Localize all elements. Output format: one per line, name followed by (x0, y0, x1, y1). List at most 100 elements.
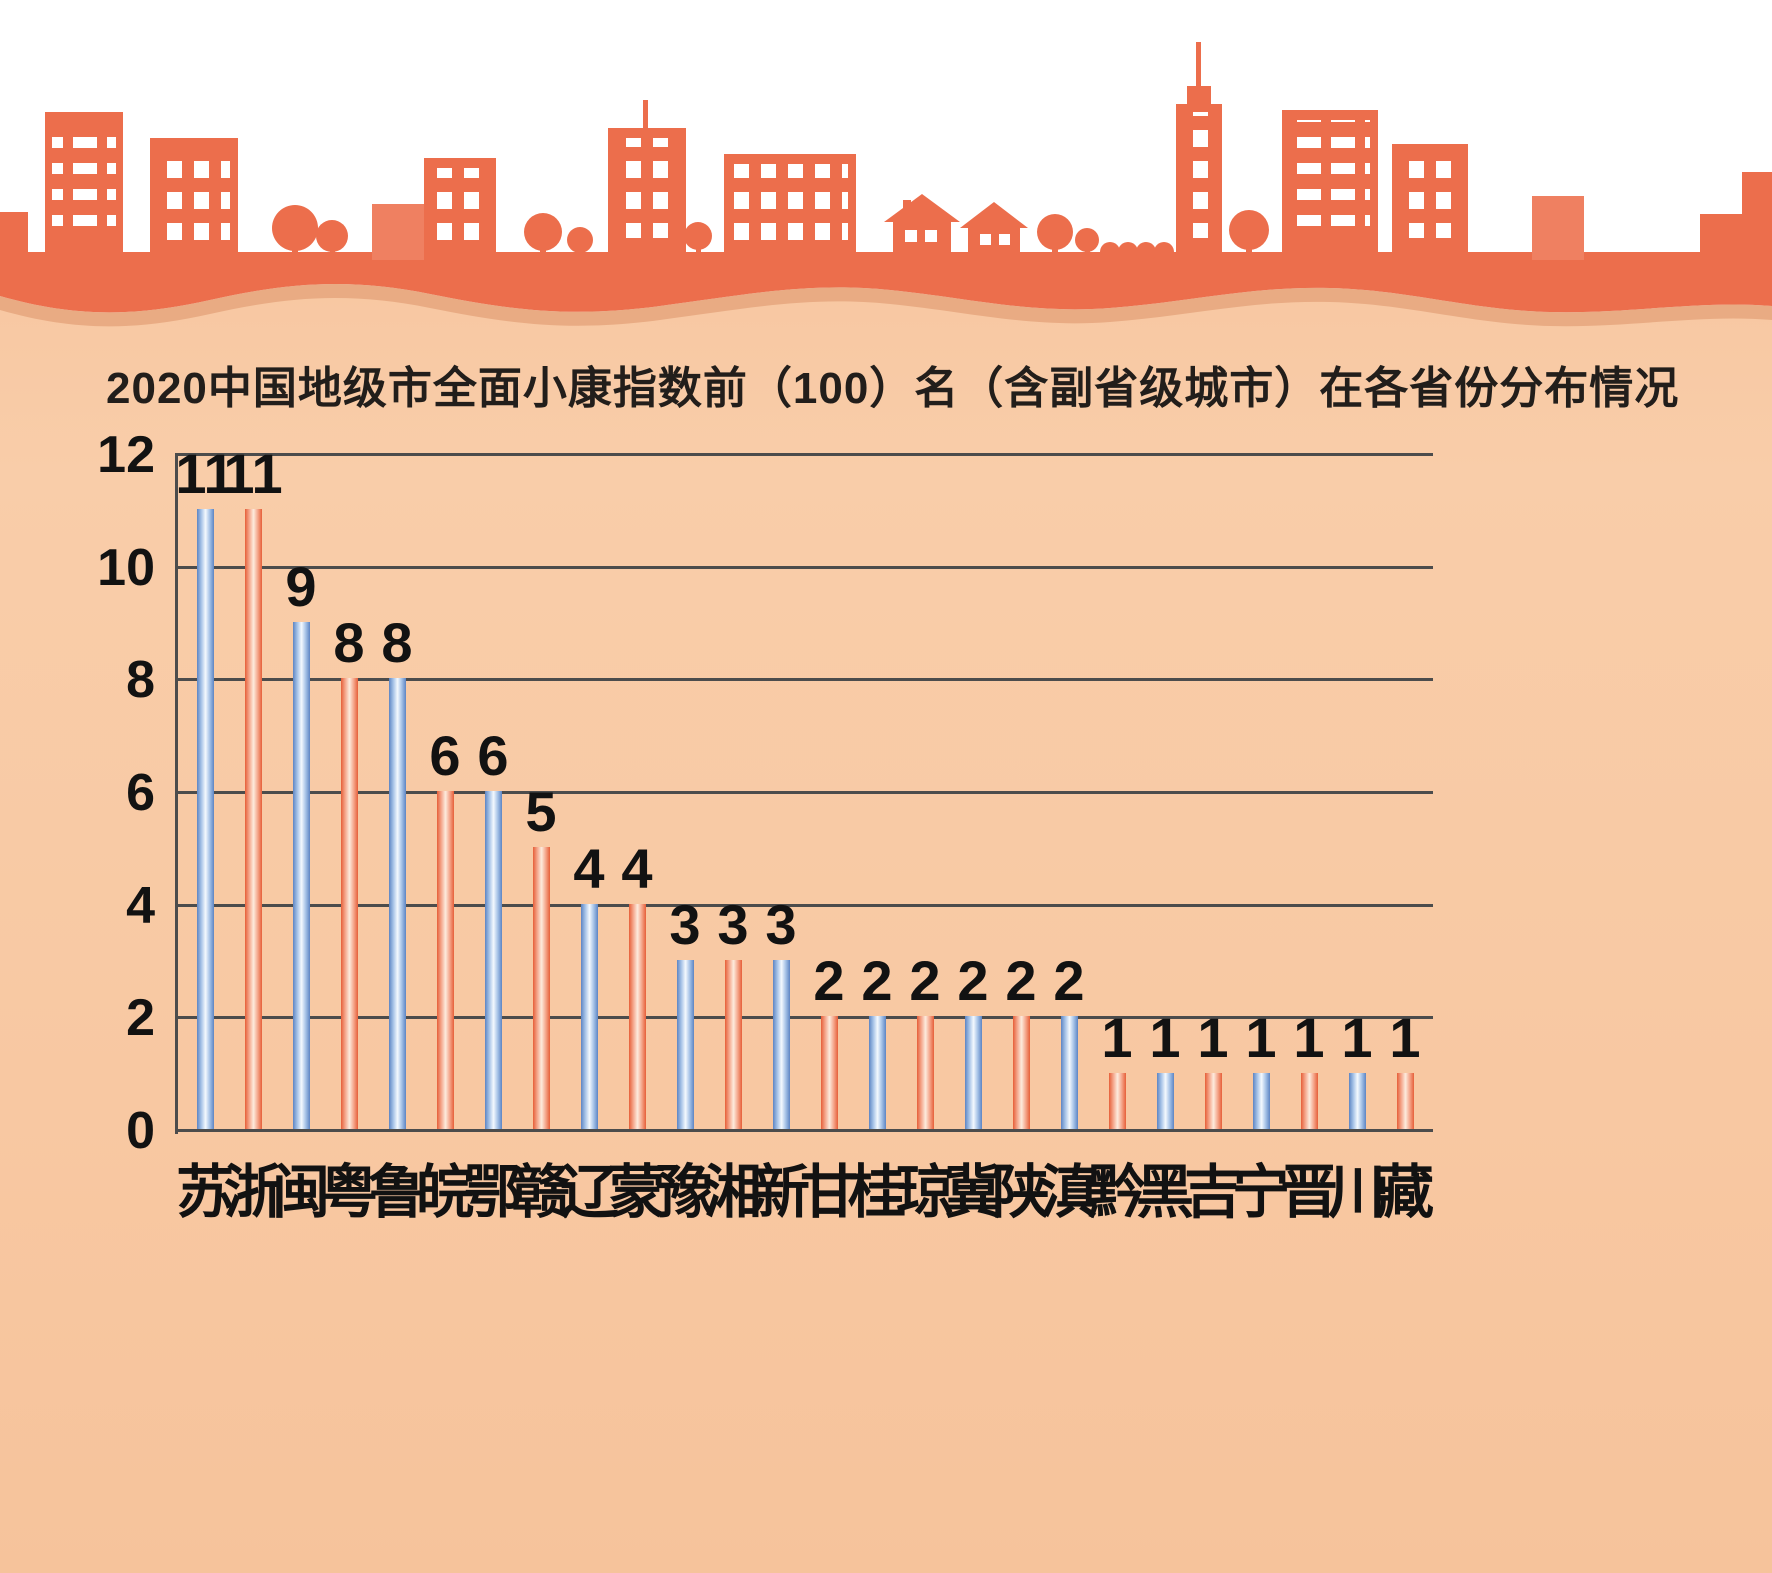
bar (580, 903, 598, 1129)
bar (1252, 1072, 1270, 1129)
x-axis-label: 辽 (559, 1160, 618, 1225)
x-axis-label: 皖 (415, 1160, 474, 1225)
gridline (175, 791, 1433, 794)
bar (244, 509, 262, 1129)
bar-value-label: 3 (669, 893, 701, 956)
bar-value-label: 8 (381, 611, 413, 675)
bar (292, 622, 310, 1129)
gridline (175, 678, 1433, 682)
house-windows (905, 230, 1010, 245)
bar-value-label: 11 (223, 442, 283, 506)
x-axis-label: 鲁 (367, 1160, 426, 1225)
building-windows (52, 112, 1460, 240)
bar (1108, 1072, 1126, 1129)
x-axis-label: 宁 (1231, 1160, 1290, 1225)
x-axis-label: 新 (751, 1160, 810, 1225)
bar (1348, 1072, 1366, 1129)
x-axis-label: 川 (1327, 1160, 1386, 1225)
bar (772, 960, 790, 1129)
x-axis-label: 鄂 (463, 1160, 522, 1225)
bar (340, 678, 358, 1129)
x-axis-label: 甘 (799, 1160, 858, 1225)
y-axis-tick-label: 8 (126, 651, 155, 710)
chart-title: 2020中国地级市全面小康指数前（100）名（含副省级城市）在各省份分布情况 (106, 364, 1680, 413)
bar-value-label: 2 (957, 949, 989, 1013)
bar-value-label: 1 (1149, 1005, 1181, 1069)
y-axis-tick-label: 2 (126, 989, 155, 1048)
x-axis-label: 豫 (655, 1160, 714, 1225)
bar-value-label: 3 (765, 893, 797, 956)
city-skyline-illustration (0, 0, 1772, 327)
bar (1060, 1016, 1078, 1129)
x-axis-label: 苏 (175, 1160, 234, 1225)
x-axis-label: 晋 (1279, 1160, 1338, 1225)
x-axis-label: 陕 (991, 1160, 1050, 1225)
bar (628, 903, 646, 1129)
x-axis-label: 黑 (1135, 1160, 1194, 1225)
bar-value-label: 9 (285, 555, 317, 618)
bar-value-label: 2 (909, 949, 941, 1013)
bar (1396, 1072, 1414, 1129)
bar (916, 1016, 934, 1129)
x-axis-label: 黔 (1087, 1160, 1146, 1225)
x-axis-label: 湘 (703, 1160, 762, 1225)
bar (484, 791, 502, 1129)
x-axis-label: 琼 (895, 1160, 954, 1225)
y-axis-tick-label: 4 (126, 876, 155, 935)
bar-value-label: 2 (861, 949, 893, 1013)
y-axis-line (175, 455, 178, 1134)
bar-value-label: 1 (1293, 1005, 1325, 1069)
bar-value-label: 1 (1197, 1005, 1229, 1069)
houses (884, 194, 1028, 260)
x-axis-label: 桂 (847, 1160, 906, 1225)
bar-value-label: 1 (1389, 1005, 1421, 1069)
y-axis-tick-label: 0 (126, 1102, 155, 1160)
x-axis-label: 浙 (223, 1160, 282, 1225)
bar-value-label: 3 (717, 893, 749, 956)
bar (724, 960, 742, 1129)
bar (964, 1016, 982, 1129)
gridline (175, 1129, 1433, 1132)
bar-value-label: 8 (333, 611, 365, 675)
gridline (175, 1016, 1433, 1020)
bar-value-label: 2 (813, 949, 845, 1013)
city-skyline-banner (0, 0, 1772, 345)
bar (820, 1016, 838, 1129)
gridline (175, 903, 1433, 907)
y-axis-tick-label: 6 (126, 764, 155, 822)
bar (1204, 1072, 1222, 1129)
x-axis-label: 吉 (1183, 1160, 1242, 1225)
bar (868, 1016, 886, 1129)
bar (1300, 1072, 1318, 1129)
bar-chart-plot: 0 2 4 6 8 10 12 11 苏 11 浙 9 闽 8 粤 8 鲁 6 皖 6 鄂 5 赣 4 辽 4 蒙 3 豫 3 湘 3 新 2 甘 2… (97, 427, 1434, 1225)
bar-value-label: 2 (1053, 949, 1085, 1013)
x-axis-label: 赣 (511, 1160, 570, 1225)
bar (196, 509, 214, 1129)
bar (676, 960, 694, 1129)
y-axis-tick-label: 12 (97, 426, 155, 484)
bar (436, 791, 454, 1129)
bar-value-label: 4 (621, 836, 653, 900)
bar-value-label: 6 (429, 724, 461, 787)
bar (532, 847, 550, 1129)
x-axis-label: 粤 (319, 1160, 378, 1225)
bar-value-label: 1 (1341, 1005, 1373, 1069)
x-axis-label: 蒙 (607, 1160, 666, 1225)
bar-value-label: 6 (477, 724, 509, 787)
bar-value-label: 11 (175, 442, 235, 506)
x-axis-label: 藏 (1375, 1160, 1434, 1225)
gridline (175, 453, 1433, 456)
y-axis-tick-label: 10 (97, 538, 155, 597)
bar (1156, 1072, 1174, 1129)
bar (388, 678, 406, 1129)
bar-value-label: 5 (525, 780, 557, 844)
trees (272, 205, 1269, 262)
x-axis-label: 冀 (943, 1160, 1002, 1225)
bar-value-label: 4 (573, 836, 605, 900)
x-axis-label: 闽 (271, 1160, 330, 1225)
bar (1012, 1016, 1030, 1129)
bar-value-label: 2 (1005, 949, 1037, 1013)
x-axis-label: 滇 (1039, 1160, 1098, 1225)
bar-value-label: 1 (1101, 1005, 1133, 1069)
